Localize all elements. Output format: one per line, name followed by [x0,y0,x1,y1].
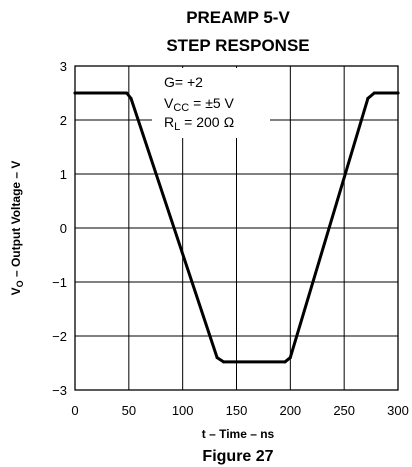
y-axis-label: VO – Output Voltage – V [9,161,25,296]
series-point [372,91,376,95]
annotation-vcc-value: = ±5 V [189,95,234,111]
series-point [366,96,370,100]
y-tick-label: 2 [60,113,67,128]
series-point [125,91,129,95]
y-tick-label: 1 [60,167,67,182]
x-tick-labels: 0 50 100 150 200 250 300 [71,403,408,418]
x-tick-label: 300 [387,403,409,418]
figure-label: Figure 27 [202,448,273,465]
series-point [215,356,219,360]
chart-title-line1: PREAMP 5-V [186,8,290,27]
annotation-rl: RL = 200 Ω [164,114,234,133]
y-tick-label: −2 [52,329,67,344]
annotation-rl-subscript: L [174,121,180,133]
y-tick-label: −1 [52,275,67,290]
annotation-vcc: VCC = ±5 V [164,95,235,114]
y-tick-labels: 3 2 1 0 −1 −2 −3 [52,59,67,398]
series-point [283,360,287,364]
series-line [73,91,400,364]
y-axis-label-subscript: O [15,280,25,287]
plot-frame [74,65,399,391]
series-point [129,96,133,100]
annotation-vcc-symbol: V [164,95,174,111]
y-tick-label: 0 [60,221,67,236]
x-axis-label: t – Time – ns [202,427,275,441]
x-tick-label: 150 [226,403,248,418]
series-point [222,360,226,364]
x-tick-label: 250 [333,403,355,418]
annotation-rl-symbol: R [164,114,174,130]
x-tick-label: 50 [122,403,136,418]
y-axis-label-symbol: V [9,287,23,295]
y-tick-label: −3 [52,383,67,398]
x-tick-label: 100 [172,403,194,418]
series-point [288,356,292,360]
x-tick-label: 0 [71,403,78,418]
y-axis-label-text: – Output Voltage – V [9,161,23,281]
y-tick-label: 3 [60,59,67,74]
annotation-gain: G= +2 [164,74,203,90]
annotation-vcc-subscript: CC [173,102,189,114]
series-point [396,91,400,95]
annotation-box [152,68,270,138]
x-tick-label: 200 [279,403,301,418]
annotation-rl-value: = 200 Ω [180,114,234,130]
chart-title-line2: STEP RESPONSE [166,36,309,55]
series-point [73,91,77,95]
series-points [73,91,400,364]
